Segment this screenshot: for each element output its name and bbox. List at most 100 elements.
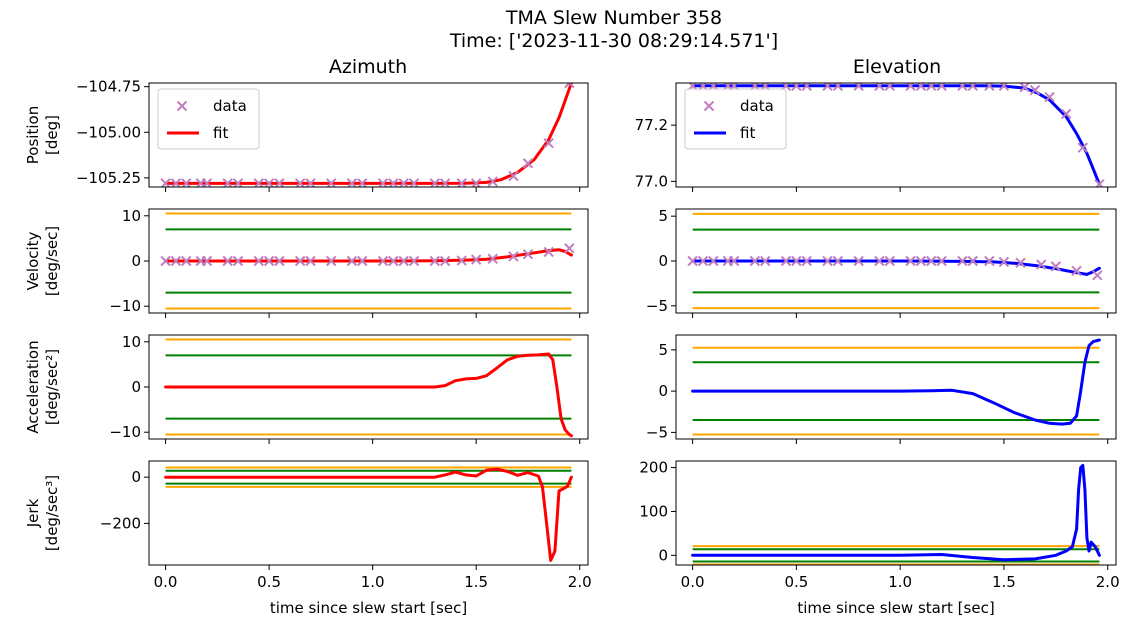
legend-data-marker — [703, 100, 715, 112]
data-point — [832, 83, 844, 92]
data-point — [957, 255, 968, 267]
data-point — [1092, 270, 1103, 281]
data-point — [201, 178, 213, 187]
data-point — [253, 255, 264, 267]
data-point — [487, 253, 498, 264]
data-point — [791, 83, 802, 92]
y-tick-label: 0 — [131, 468, 141, 486]
y-tick-label: −10 — [109, 297, 141, 315]
x-tick-label: 2.0 — [568, 573, 592, 591]
data-point — [357, 178, 368, 187]
data-point — [915, 83, 927, 92]
x-tick-label: 1.0 — [888, 573, 912, 591]
data-point — [508, 251, 519, 262]
fit-line-azimuth — [164, 467, 573, 562]
data-point — [201, 255, 213, 267]
panel-velocity-azimuth: −10 0 10 Velocity[deg/sec] — [24, 207, 589, 318]
data-point — [905, 83, 916, 92]
data-point — [522, 249, 534, 260]
data-point — [326, 255, 337, 267]
data-point — [456, 255, 467, 266]
data-point — [253, 178, 264, 187]
data-point — [232, 255, 244, 267]
fit-line-elevation — [691, 338, 1101, 426]
column-title-azimuth: Azimuth — [329, 56, 407, 78]
x-tick-label: 0.5 — [784, 573, 808, 591]
panel-velocity-elevation: −5 0 5 — [646, 207, 1117, 318]
data-point — [222, 255, 233, 267]
data-point — [822, 255, 833, 267]
data-point — [294, 178, 306, 187]
legend-label-fit: fit — [213, 124, 228, 142]
y-tick-label: 77.2 — [635, 116, 668, 134]
y-axis-label-line: Velocity — [24, 231, 42, 290]
panel-acceleration-azimuth: −10 0 10 Acceleration[deg/sec²] — [24, 333, 589, 444]
data-point — [346, 255, 358, 267]
data-point — [697, 255, 709, 267]
y-axis-label-acceleration: Acceleration[deg/sec²] — [24, 340, 61, 433]
data-point — [1044, 91, 1055, 103]
x-tick-label: 1.5 — [464, 573, 488, 591]
data-point — [984, 255, 995, 267]
legend-label-data: data — [740, 97, 774, 115]
subplot-grid: −105.25 −105.00 −104.75 Position[deg] data fi… — [24, 78, 1120, 617]
plot-area-acceleration-azimuth — [164, 338, 573, 438]
axes-frame — [675, 460, 1117, 566]
y-tick-label: 0 — [658, 252, 668, 270]
fit-line-elevation — [691, 463, 1101, 562]
plot-area-velocity-azimuth — [160, 212, 575, 310]
x-tick-label: 1.0 — [361, 573, 385, 591]
figure-title: TMA Slew Number 358 — [505, 7, 722, 29]
column-title-elevation: Elevation — [853, 56, 941, 78]
figure-subtitle: Time: ['2023-11-30 08:29:14.571'] — [449, 30, 778, 52]
data-point — [1094, 178, 1105, 187]
data-point — [388, 255, 399, 267]
y-tick-label: 5 — [658, 207, 668, 225]
plot-area-position-elevation — [687, 83, 1105, 187]
y-tick-label: −105.25 — [76, 169, 141, 187]
y-tick-label: 200 — [639, 459, 668, 477]
axes-frame — [148, 460, 589, 566]
data-point — [470, 254, 482, 265]
plot-area-position-azimuth — [160, 83, 575, 187]
data-point — [429, 255, 440, 267]
data-point — [274, 178, 285, 187]
axes-frame — [675, 82, 1117, 188]
data-point — [305, 255, 316, 267]
legend-elevation: data fit — [684, 88, 787, 150]
data-point — [326, 178, 337, 187]
data-point — [160, 178, 171, 187]
data-point — [439, 255, 451, 267]
fit-line-azimuth — [164, 248, 573, 263]
data-point — [346, 178, 358, 187]
data-point — [377, 178, 389, 187]
y-axis-label-line: [deg/sec] — [43, 226, 61, 296]
data-point — [853, 255, 864, 267]
data-point — [822, 83, 833, 92]
data-point — [915, 255, 927, 267]
data-point — [905, 255, 916, 267]
x-tick-label: 0.5 — [257, 573, 281, 591]
x-tick-label: 0.0 — [154, 573, 178, 591]
data-point — [456, 178, 467, 187]
data-point — [398, 178, 409, 187]
data-point — [232, 178, 244, 187]
y-axis-label-line: Jerk — [24, 498, 42, 528]
y-tick-label: 10 — [122, 207, 141, 225]
x-axis-label: time since slew start [sec] — [797, 599, 994, 617]
data-point — [470, 178, 482, 187]
y-tick-label: 77.0 — [635, 172, 668, 190]
data-point — [926, 255, 937, 267]
data-point — [408, 178, 420, 187]
panel-position-elevation: 77.0 77.2 data fit — [635, 82, 1117, 192]
data-point — [1036, 259, 1047, 270]
data-point — [170, 178, 182, 187]
y-tick-label: −104.75 — [76, 78, 141, 96]
data-point — [388, 178, 399, 187]
data-point — [1015, 257, 1026, 269]
legend-data-marker — [176, 100, 188, 112]
data-point — [1071, 265, 1082, 277]
y-tick-label: −5 — [646, 297, 668, 315]
y-axis-label-line: Acceleration — [24, 340, 42, 433]
